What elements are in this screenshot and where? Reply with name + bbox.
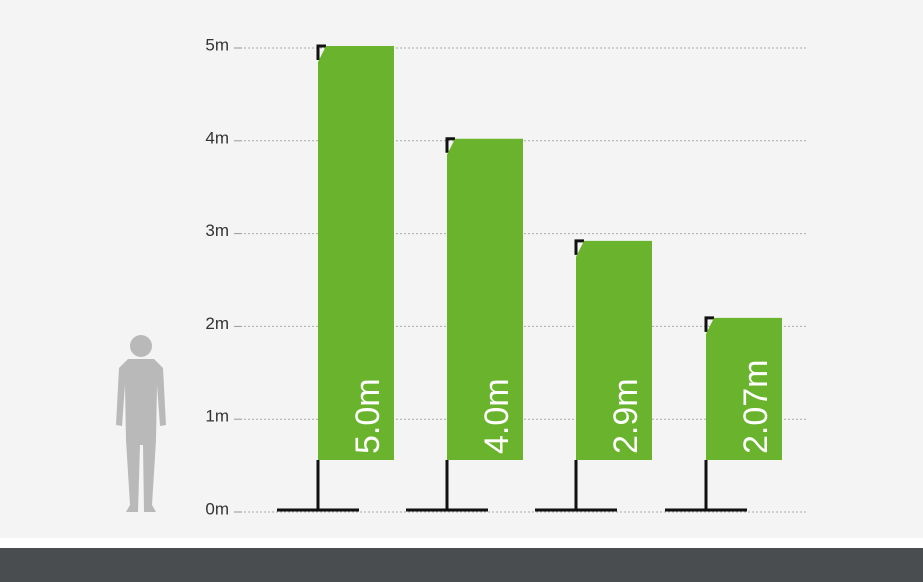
value-label: 4.0m xyxy=(478,378,516,454)
flag xyxy=(318,46,394,460)
flag xyxy=(447,138,523,461)
y-tick-label: 3m xyxy=(205,221,229,240)
y-tick-label: 5m xyxy=(205,35,229,54)
y-tick-label: 2m xyxy=(205,314,229,333)
flag xyxy=(706,317,782,460)
person-silhouette xyxy=(116,335,166,512)
y-tick-label: 1m xyxy=(205,407,229,426)
pole-bracket xyxy=(316,44,326,60)
pole-bracket xyxy=(574,239,584,255)
pole-bracket xyxy=(445,137,455,153)
value-label: 2.9m xyxy=(607,378,645,454)
value-label: 2.07m xyxy=(737,360,775,455)
flag xyxy=(576,240,652,460)
pole-bracket xyxy=(704,316,714,332)
footer-bar xyxy=(0,548,923,582)
y-tick-label: 4m xyxy=(205,128,229,147)
value-label: 5.0m xyxy=(349,378,387,454)
y-tick-label: 0m xyxy=(205,499,229,518)
